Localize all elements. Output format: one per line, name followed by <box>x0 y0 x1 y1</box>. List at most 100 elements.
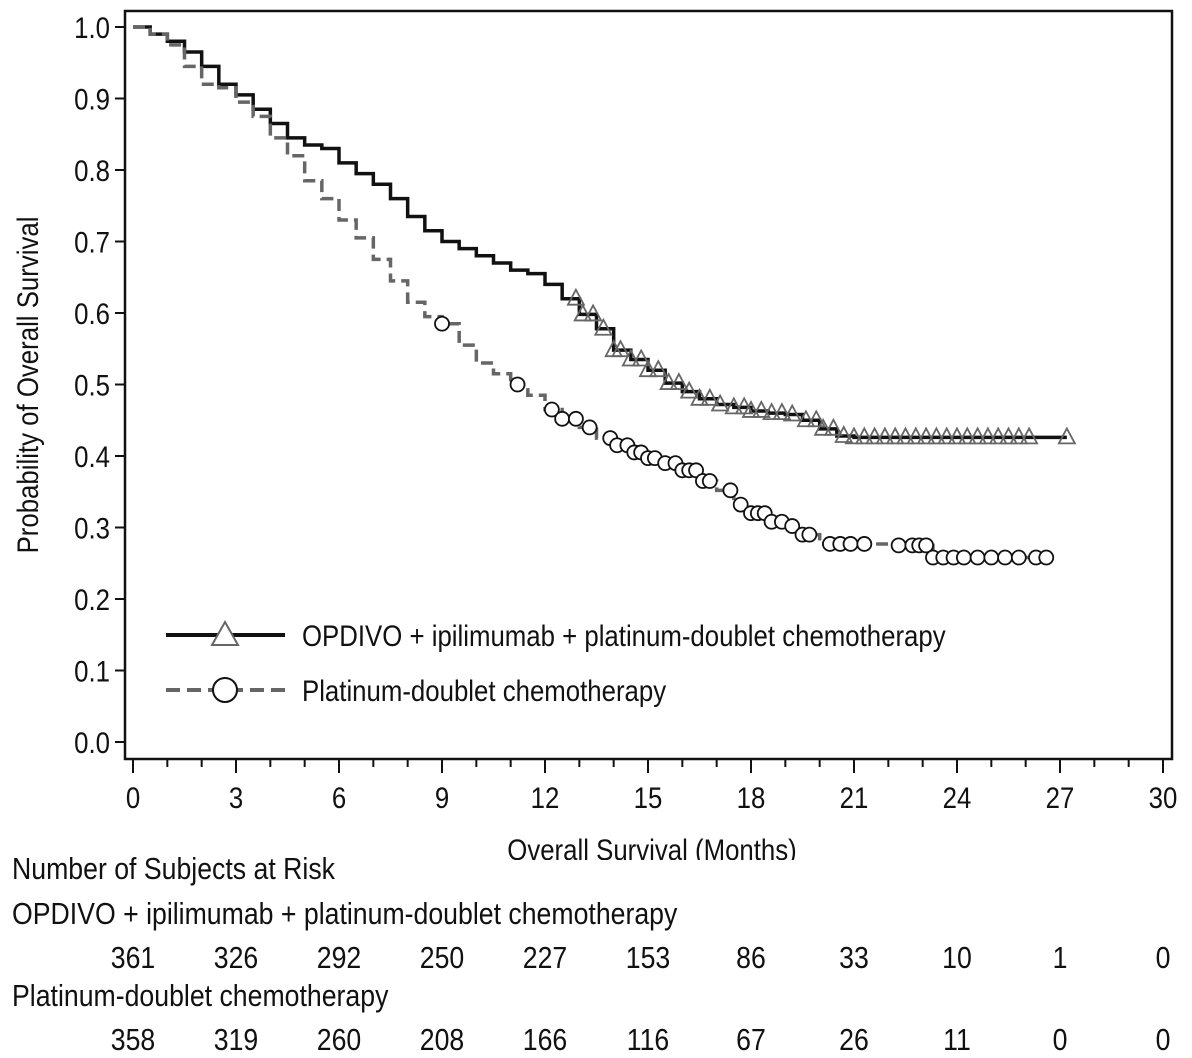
censor-triangle-marker <box>796 409 816 428</box>
censor-triangle-marker <box>978 426 998 445</box>
risk-count: 0 <box>1052 1022 1068 1057</box>
risk-count: 358 <box>110 1022 156 1057</box>
censor-triangle-marker <box>700 387 720 406</box>
series-line-opdivo <box>133 25 1067 440</box>
censor-circle-marker <box>955 549 972 566</box>
censor-circle-marker <box>1010 549 1027 566</box>
risk-count: 11 <box>943 1022 971 1057</box>
x-tick-label: 24 <box>943 781 972 814</box>
x-tick-label: 27 <box>1046 781 1075 814</box>
censor-triangle-marker <box>906 426 926 445</box>
censor-triangle-marker <box>782 403 802 422</box>
censor-triangle-marker <box>875 426 895 445</box>
censor-triangle-marker <box>896 426 915 445</box>
censor-circle-marker <box>918 537 934 554</box>
censor-triangle-marker <box>813 417 833 436</box>
y-tick-label: 0.0 <box>74 726 110 759</box>
censor-triangle-marker <box>690 387 709 406</box>
y-tick-label: 0.7 <box>74 226 110 259</box>
censor-circle-marker <box>890 537 907 554</box>
legend-circle-icon <box>212 677 238 703</box>
censor-circle-marker <box>509 376 526 393</box>
risk-count: 260 <box>316 1022 362 1057</box>
censor-triangle-marker <box>638 359 658 378</box>
y-tick-label: 0.9 <box>74 83 110 116</box>
censor-circle-marker <box>997 549 1013 566</box>
censor-triangle-marker <box>937 426 957 445</box>
risk-count: 319 <box>213 1022 259 1057</box>
censor-circle-marker <box>434 315 450 332</box>
censor-triangle-marker <box>926 426 946 445</box>
censor-triangle-marker <box>988 426 1008 445</box>
censor-circle-marker <box>581 419 598 436</box>
y-tick-label: 0.6 <box>74 297 110 330</box>
x-axis-label: Overall Survival (Months) <box>507 833 797 860</box>
censor-triangle-marker <box>1019 426 1039 445</box>
risk-count: 26 <box>839 1022 869 1057</box>
censor-circle-marker <box>856 536 873 552</box>
censor-triangle-marker <box>854 426 874 445</box>
x-tick-label: 9 <box>435 781 449 814</box>
censor-triangle-marker <box>669 372 689 390</box>
censor-circle-marker <box>842 536 859 552</box>
censor-circle-marker <box>969 549 986 566</box>
risk-count: 326 <box>213 940 259 975</box>
censor-triangle-marker <box>772 402 792 420</box>
censor-circle-marker <box>1038 549 1055 566</box>
censor-triangle-marker <box>751 400 771 418</box>
legend: OPDIVO + ipilimumab + platinum-doublet c… <box>166 619 946 707</box>
risk-count: 10 <box>942 940 972 975</box>
censor-triangle-marker <box>631 348 651 367</box>
y-tick-label: 0.3 <box>74 512 110 545</box>
y-tick-label: 0.2 <box>74 583 110 616</box>
risk-count: 1 <box>1052 940 1068 975</box>
censor-triangle-marker <box>957 426 977 445</box>
censor-triangle-marker <box>648 359 668 378</box>
censor-triangle-marker <box>724 396 744 415</box>
censor-circle-marker <box>784 518 801 534</box>
risk-count: 227 <box>522 940 568 975</box>
legend-triangle-icon <box>210 619 240 646</box>
censor-triangle-marker <box>593 317 613 336</box>
x-tick-label: 18 <box>737 781 766 814</box>
x-tick-label: 30 <box>1149 781 1178 814</box>
x-tick-label: 6 <box>332 781 346 814</box>
x-tick-label: 0 <box>126 781 140 814</box>
y-tick-label: 0.5 <box>74 369 110 402</box>
censor-triangle-marker <box>710 393 730 412</box>
x-tick-label: 3 <box>229 781 243 814</box>
risk-count: 361 <box>110 940 156 975</box>
censor-circle-marker <box>543 401 560 418</box>
censor-triangle-marker <box>611 339 631 358</box>
series-line-chemo <box>133 25 1047 560</box>
censor-triangle-marker <box>806 409 826 428</box>
y-tick-label: 0.4 <box>74 440 110 473</box>
x-axis: 0 3 6 9 12 15 18 21 24 27 30 <box>126 759 1178 814</box>
censor-triangle-marker <box>621 348 641 367</box>
censor-triangle-marker <box>741 400 761 418</box>
y-tick-label: 0.8 <box>74 154 110 187</box>
risk-count: 250 <box>419 940 465 975</box>
risk-group-label-opdivo: OPDIVO + ipilimumab + platinum-doublet c… <box>12 896 678 931</box>
censor-triangle-marker <box>968 426 988 445</box>
censor-triangle-marker <box>762 402 782 420</box>
censor-circle-marker <box>983 549 1000 566</box>
censor-triangle-marker <box>1009 426 1029 445</box>
censor-triangle-marker <box>566 287 586 306</box>
censor-triangle-marker <box>583 303 603 322</box>
x-tick-label: 12 <box>531 781 560 814</box>
censor-triangle-marker <box>947 426 967 445</box>
y-tick-label: 0.1 <box>74 655 110 688</box>
risk-count: 0 <box>1155 940 1171 975</box>
censor-triangle-marker <box>834 425 854 443</box>
survival-curves <box>133 25 1077 566</box>
legend-label-opdivo: OPDIVO + ipilimumab + platinum-doublet c… <box>302 619 946 652</box>
censor-triangle-marker <box>573 303 593 322</box>
censor-circle-marker <box>554 410 571 427</box>
y-axis: 0.0 0.1 0.2 0.3 0.4 0.5 0.6 0.7 0.8 0.9 1.0 <box>74 11 125 759</box>
kaplan-meier-chart: 0.0 0.1 0.2 0.3 0.4 0.5 0.6 0.7 0.8 0.9 1.0 0 3 6 9 12… <box>11 9 1178 860</box>
y-tick-label: 1.0 <box>74 11 110 44</box>
censor-triangle-marker <box>1057 426 1077 445</box>
censor-circle-marker <box>701 473 718 489</box>
censor-triangle-marker <box>999 426 1018 445</box>
